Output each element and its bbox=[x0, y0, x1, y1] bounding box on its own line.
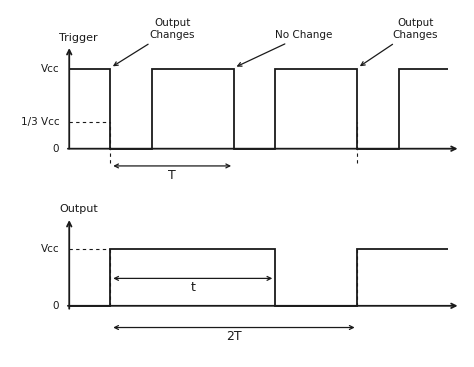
Text: Trigger: Trigger bbox=[59, 33, 98, 43]
Text: t: t bbox=[191, 281, 195, 294]
Text: 2T: 2T bbox=[226, 330, 242, 344]
Text: Vcc: Vcc bbox=[41, 64, 59, 74]
Text: 0: 0 bbox=[53, 301, 59, 311]
Text: 0: 0 bbox=[53, 144, 59, 154]
Text: Output
Changes: Output Changes bbox=[114, 18, 195, 66]
Text: 1/3 Vcc: 1/3 Vcc bbox=[21, 117, 59, 127]
Text: No Change: No Change bbox=[238, 30, 333, 66]
Text: T: T bbox=[168, 169, 176, 182]
Text: Output
Changes: Output Changes bbox=[361, 18, 438, 65]
Text: Output: Output bbox=[59, 204, 98, 214]
Text: Vcc: Vcc bbox=[41, 244, 59, 254]
